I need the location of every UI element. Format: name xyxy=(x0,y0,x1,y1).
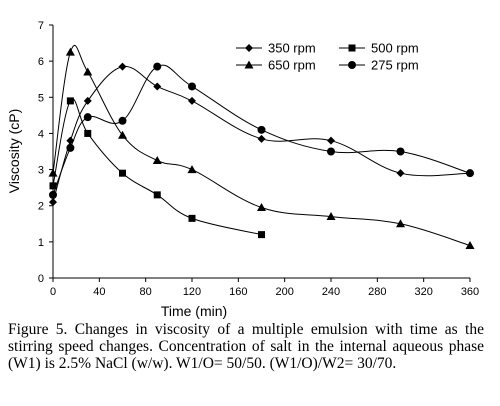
legend-label-275-rpm: 275 rpm xyxy=(371,58,419,73)
data-point-275-rpm xyxy=(83,113,92,122)
series-275-rpm xyxy=(49,62,474,199)
data-point-650-rpm xyxy=(465,240,475,249)
data-point-350-rpm xyxy=(49,198,57,207)
x-tick-label: 120 xyxy=(183,286,201,298)
legend-label-350-rpm: 350 rpm xyxy=(268,41,316,56)
data-point-275-rpm xyxy=(257,125,266,134)
x-tick-label: 160 xyxy=(229,286,247,298)
x-tick-label: 320 xyxy=(414,286,432,298)
x-tick-label: 240 xyxy=(322,286,340,298)
legend-label-650-rpm: 650 rpm xyxy=(268,58,316,73)
data-point-650-rpm xyxy=(48,168,58,177)
data-point-275-rpm xyxy=(118,116,127,125)
data-point-350-rpm xyxy=(118,62,127,71)
data-point-350-rpm xyxy=(83,96,92,105)
data-point-275-rpm xyxy=(66,143,75,152)
data-point-500-rpm xyxy=(153,191,161,199)
data-point-650-rpm xyxy=(257,203,266,212)
series-500-rpm xyxy=(49,97,265,239)
series-350-rpm xyxy=(49,62,474,207)
y-tick-label: 4 xyxy=(38,128,44,140)
data-point-500-rpm xyxy=(119,169,126,177)
legend-item-275-rpm: 275 rpm xyxy=(339,58,419,73)
y-tick-label: 2 xyxy=(38,201,44,213)
data-point-350-rpm xyxy=(188,96,196,105)
series-line-650-rpm xyxy=(52,44,471,246)
series-line-350-rpm xyxy=(52,65,471,203)
x-tick-label: 280 xyxy=(368,286,386,298)
legend-marker-500-rpm xyxy=(348,44,356,52)
y-tick-label: 1 xyxy=(38,237,44,249)
data-point-650-rpm xyxy=(152,156,162,165)
axes: 0 1 2 3 4 5 6 7 0 40 80 120 160 200 240 280 320 360 xyxy=(38,20,479,298)
x-tick-label: 40 xyxy=(93,286,105,298)
y-tick-label: 0 xyxy=(38,273,44,285)
y-tick-label: 5 xyxy=(38,92,44,104)
y-tick-label: 3 xyxy=(38,165,44,177)
data-point-650-rpm xyxy=(326,212,336,221)
x-tick-label: 80 xyxy=(140,286,152,298)
legend-label-500-rpm: 500 rpm xyxy=(371,41,419,56)
x-axis-title: Time (min) xyxy=(161,303,227,319)
data-point-275-rpm xyxy=(327,147,335,156)
legend-item-650-rpm: 650 rpm xyxy=(236,58,316,73)
data-point-275-rpm xyxy=(396,147,405,156)
data-point-650-rpm xyxy=(83,67,93,76)
data-point-500-rpm xyxy=(84,129,92,137)
figure-caption: Figure 5. Changes in viscosity of a mult… xyxy=(8,321,484,372)
data-point-350-rpm xyxy=(396,169,405,178)
y-axis-title: Viscosity (cP) xyxy=(6,109,22,194)
data-point-650-rpm xyxy=(65,47,75,56)
legend-marker-350-rpm xyxy=(245,44,253,52)
x-tick-label: 200 xyxy=(275,286,293,298)
series-650-rpm xyxy=(48,44,475,249)
y-tick-label: 7 xyxy=(38,20,44,32)
data-point-350-rpm xyxy=(153,82,162,91)
data-point-500-rpm xyxy=(49,182,57,190)
data-point-650-rpm xyxy=(118,130,127,139)
legend-marker-650-rpm xyxy=(244,60,254,69)
data-point-275-rpm xyxy=(153,62,162,71)
y-tick-label: 6 xyxy=(38,56,44,68)
legend-item-350-rpm: 350 rpm xyxy=(236,41,316,56)
data-point-275-rpm xyxy=(49,190,57,199)
data-point-500-rpm xyxy=(188,214,196,222)
viscosity-chart: 0 1 2 3 4 5 6 7 0 40 80 120 160 200 240 280 320 360 350 r… xyxy=(6,20,479,319)
x-tick-label: 0 xyxy=(50,286,56,298)
legend-marker-275-rpm xyxy=(348,61,356,69)
data-point-500-rpm xyxy=(66,97,74,105)
data-point-500-rpm xyxy=(258,231,265,239)
legend-item-500-rpm: 500 rpm xyxy=(339,41,419,56)
data-point-350-rpm xyxy=(257,134,266,143)
data-point-650-rpm xyxy=(187,165,197,174)
data-point-350-rpm xyxy=(327,136,335,145)
data-point-650-rpm xyxy=(396,219,405,228)
series-line-275-rpm xyxy=(52,64,471,196)
x-tick-label: 360 xyxy=(461,286,479,298)
data-point-275-rpm xyxy=(188,82,196,91)
legend: 350 rpm 500 rpm 650 rpm 275 rpm xyxy=(236,41,419,73)
series-layer xyxy=(48,44,475,249)
data-point-275-rpm xyxy=(466,169,474,178)
